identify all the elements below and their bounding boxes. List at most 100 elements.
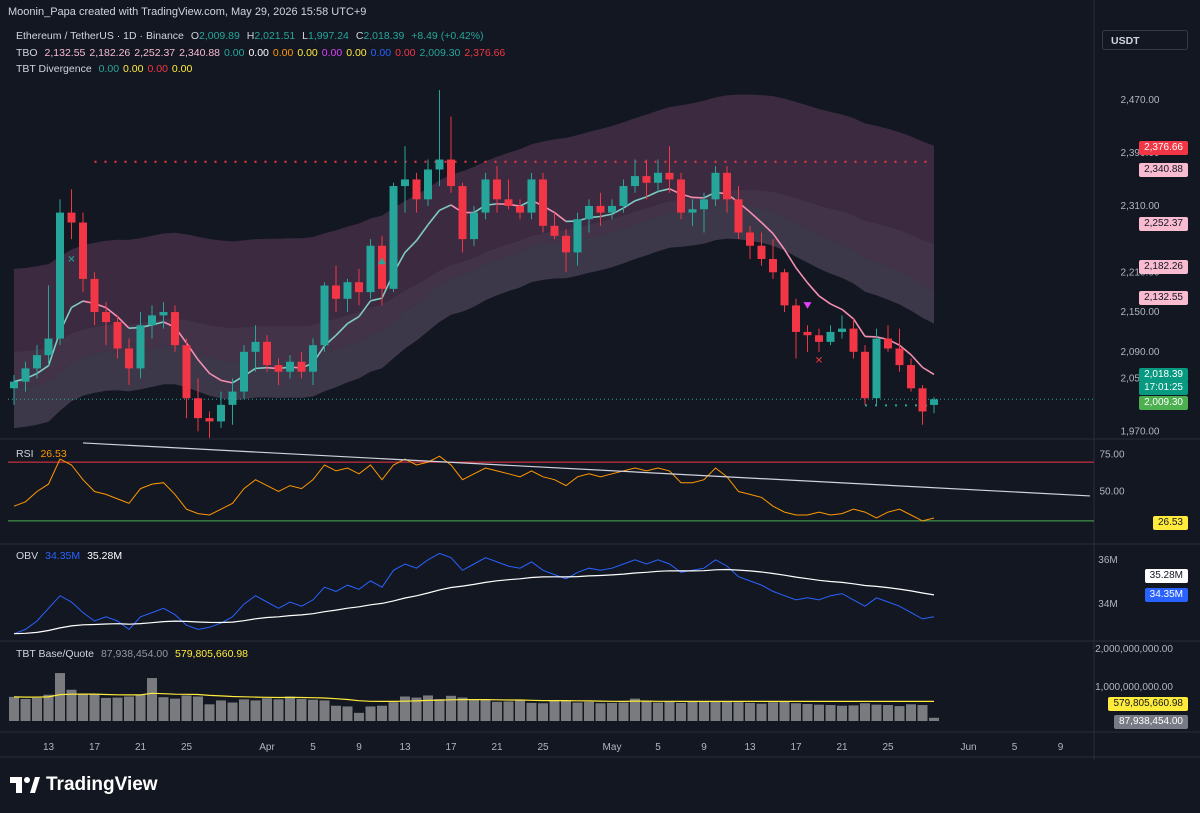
volume-bar [538,703,548,721]
volume-bar [227,702,238,721]
obv-legend[interactable]: OBV 34.35M 35.28M [16,550,126,562]
tbo-value: 0.00 [321,47,343,59]
fast-ema-segment [197,359,211,374]
candle-body [435,159,444,170]
fast-ema-segment [806,282,820,297]
obv-value-1: 34.35M [45,550,81,562]
volume-bar [480,699,491,721]
candle-body [803,331,812,336]
tbo-legend[interactable]: TBO 2,132.55 2,182.26 2,252.37 2,340.88 0.00… [16,47,509,59]
volume-bar [906,704,916,721]
volume-bar [584,701,594,721]
time-axis-label: 21 [836,742,848,753]
fast-ema-segment [783,249,797,269]
candle-body [320,285,329,346]
candle-body [677,179,685,213]
fast-ema-segment [772,233,786,250]
candle-body [79,222,87,279]
volume-bar [699,701,709,721]
volume-bar [319,700,330,721]
candle-body [205,418,214,422]
price-tick-label: 2,090.00 [1121,347,1160,358]
volume-bar [135,694,146,721]
volume-bar [837,705,847,721]
candle-body [90,278,99,313]
fast-ema-segment [335,322,349,336]
candle-body [309,345,317,372]
volume-bar [342,706,353,721]
volume-bar [78,693,88,721]
tbo-value: 2,132.55 [44,47,86,59]
ohlc-c: C2,018.39 [355,30,405,42]
fast-ema-segment [852,318,866,337]
price-tick-label: 2,310.00 [1121,201,1160,212]
divergence-value: 0.00 [171,63,193,75]
volume-bar [814,704,824,721]
volume-bar [365,706,376,721]
symbol-title[interactable]: Ethereum / TetherUS · 1D · Binance [16,30,184,42]
basequote-ma-label: 579,805,660.98 [1108,697,1188,711]
candle-body [849,328,858,352]
time-axis-label: 25 [882,742,894,753]
fast-ema-segment [600,213,613,218]
fast-ema-segment [554,211,567,223]
fast-ema-segment [370,297,383,302]
tbo-value: 0.00 [346,47,367,59]
candle-body [148,315,156,326]
candle-body [585,205,593,220]
rsi-legend[interactable]: RSI 26.53 [16,448,71,460]
candle-body [228,391,237,405]
time-axis-label: 17 [790,742,802,753]
volume-bar [469,700,479,721]
tbo-value: 0.00 [272,47,294,59]
fast-ema-segment [116,316,130,329]
basequote-value-2: 579,805,660.98 [175,648,249,660]
currency-button[interactable]: USDT [1102,30,1188,50]
candle-body [550,225,559,236]
basequote-ma-line [13,692,934,703]
time-axis-label: 13 [744,742,756,753]
candle-body [700,199,708,210]
divergence-value: 0.00 [98,63,120,75]
candle-body [631,176,639,187]
basequote-legend[interactable]: TBT Base/Quote 87,938,454.00 579,805,660… [16,648,252,660]
brand-name: TradingView [46,774,158,795]
volume-bar [32,697,42,721]
band1-price-label: 2,340.88 [1139,163,1188,177]
time-axis-label: 5 [655,742,661,753]
volume-bar [653,702,663,721]
obv-tick-label: 36M [1098,555,1117,566]
volume-bar [871,704,882,721]
obv-last-label-1: 35.28M [1144,569,1188,583]
tbo-value: 0.00 [395,47,416,59]
fast-ema-segment [795,267,809,284]
divergence-legend[interactable]: TBT Divergence 0.00 0.00 0.00 0.00 [16,63,196,75]
obv-last-label-2: 34.35M [1144,588,1188,602]
divergence-value: 0.00 [123,63,144,75]
tbo-value: 0.00 [224,47,245,59]
candle-body [619,186,628,206]
fast-ema-segment [71,300,84,309]
price-tick-label: 2,150.00 [1121,307,1160,318]
volume-bar [768,702,778,721]
rsi-last-label: 26.53 [1152,516,1188,530]
tbo-value: 2,340.88 [179,47,221,59]
volume-bar [630,698,640,721]
time-axis-label: 25 [181,742,193,753]
fast-ema-segment [922,366,935,376]
candle-body [838,328,846,332]
fast-ema-segment [611,207,624,215]
candle-body [573,219,582,253]
time-axis-label: 5 [1012,742,1018,753]
tbo-value: 0.00 [248,47,269,59]
obv-tick-label: 34M [1098,599,1117,610]
volume-bar [779,701,790,721]
candle-body [930,399,938,405]
rsi-label: RSI [16,448,34,460]
volume-bar [193,696,203,721]
candle-body [470,212,478,240]
time-axis-label: May [603,742,622,753]
volume-bar [641,701,652,721]
fast-ema-segment [841,308,855,320]
